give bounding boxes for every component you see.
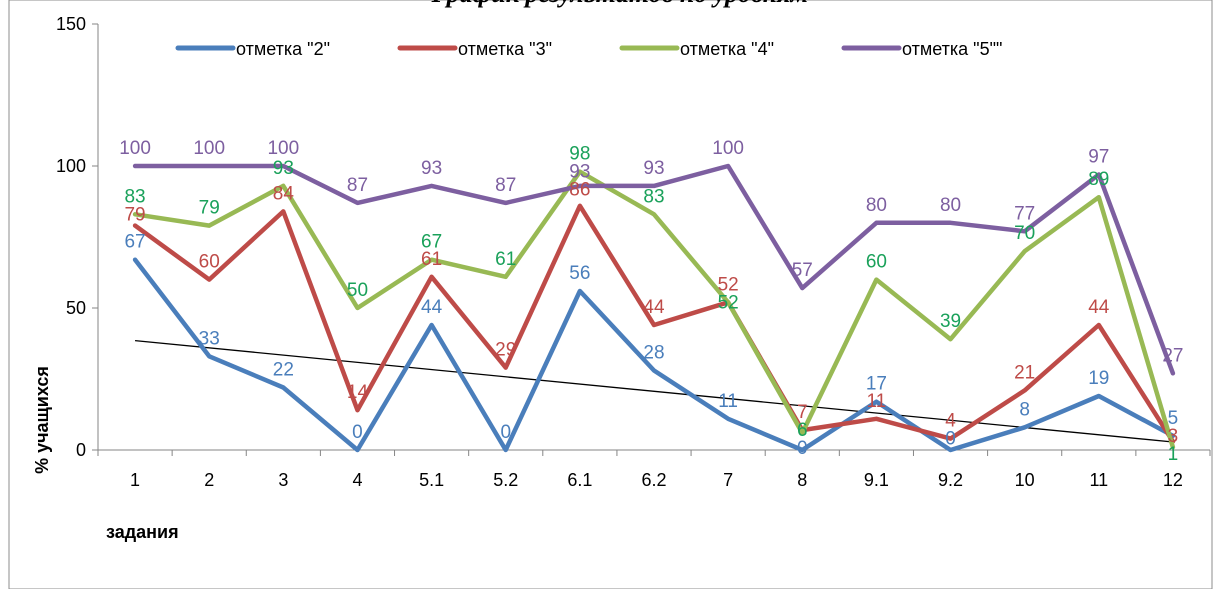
- data-label-series-2: 3: [1168, 426, 1179, 447]
- data-label-series-2: 21: [1014, 362, 1035, 383]
- data-label-series-3: 52: [718, 292, 739, 313]
- data-label-series-4: 100: [267, 138, 299, 159]
- data-label-series-4: 87: [347, 175, 368, 196]
- legend-label-4: отметка "5"": [902, 39, 1002, 59]
- data-label-series-1: 19: [1088, 368, 1109, 389]
- data-label-series-2: 61: [421, 249, 442, 270]
- data-label-series-3: 60: [866, 252, 887, 273]
- data-label-series-2: 4: [945, 411, 956, 432]
- data-label-series-4: 93: [421, 158, 442, 179]
- y-tick-label: 0: [76, 440, 86, 460]
- data-label-series-1: 33: [199, 328, 220, 349]
- series-layer: [132, 163, 1176, 453]
- series-line-1: [132, 257, 1176, 453]
- x-tick-label: 11: [1089, 470, 1108, 490]
- data-label-series-2: 29: [495, 340, 516, 361]
- data-label-series-1: 0: [945, 429, 956, 450]
- data-label-series-2: 84: [273, 183, 295, 204]
- data-label-series-3: 39: [940, 311, 961, 332]
- data-label-series-1: 11: [718, 391, 738, 412]
- data-label-series-4: 27: [1162, 345, 1183, 366]
- chart-area-border: [8, 0, 1213, 589]
- data-label-series-3: 83: [643, 186, 664, 207]
- data-label-series-3: 1: [1168, 444, 1179, 465]
- data-label-series-4: 80: [940, 195, 961, 216]
- data-label-series-4: 97: [1088, 147, 1109, 168]
- data-label-series-2: 60: [199, 252, 220, 273]
- x-tick-label: 6.2: [641, 470, 666, 490]
- data-label-series-4: 93: [643, 158, 664, 179]
- x-tick-label: 2: [204, 470, 214, 490]
- data-label-series-4: 80: [866, 195, 887, 216]
- data-label-series-1: 0: [500, 422, 511, 443]
- trendline-layer: [135, 339, 1173, 443]
- data-label-series-4: 93: [569, 162, 590, 183]
- data-label-layer: 1008379671007960331009384228750140936761…: [119, 138, 1183, 465]
- data-label-series-1: 67: [124, 232, 145, 253]
- data-label-series-1: 22: [273, 360, 294, 381]
- data-label-series-2: 44: [1088, 297, 1110, 318]
- data-label-series-3: 67: [421, 232, 442, 253]
- data-label-series-1: 8: [1019, 399, 1030, 420]
- data-label-series-2: 79: [124, 204, 145, 225]
- data-label-series-3: 50: [347, 280, 368, 301]
- data-label-series-3: 61: [495, 249, 516, 270]
- y-tick-label: 100: [56, 156, 86, 176]
- x-tick-label: 12: [1163, 470, 1183, 490]
- series-line-2: [132, 203, 1176, 444]
- data-label-series-4: 87: [495, 175, 516, 196]
- legend-label-2: отметка "3": [458, 39, 552, 59]
- y-axis-title: % учащихся: [32, 366, 52, 474]
- x-tick-label: 4: [352, 470, 362, 490]
- x-tick-label: 9.2: [938, 470, 963, 490]
- x-tick-label: 5.2: [493, 470, 518, 490]
- data-label-series-1: 5: [1168, 408, 1179, 429]
- data-label-series-3: 79: [199, 198, 220, 219]
- series-line-4: [132, 163, 1176, 376]
- data-label-series-2: 52: [718, 274, 739, 295]
- data-label-series-4: 100: [119, 138, 151, 159]
- data-label-series-1: 56: [569, 263, 590, 284]
- data-label-series-2: 86: [569, 180, 590, 201]
- data-label-series-4: 77: [1014, 203, 1035, 224]
- x-tick-label: 5.1: [419, 470, 444, 490]
- x-tick-label: 10: [1015, 470, 1035, 490]
- data-label-series-2: 11: [867, 391, 887, 412]
- data-label-series-3: 83: [124, 186, 145, 207]
- data-label-series-2: 14: [347, 382, 369, 403]
- x-tick-label: 9.1: [864, 470, 889, 490]
- trendline: [135, 339, 1173, 443]
- chart-title: График результатов по уровням: [431, 0, 809, 8]
- data-label-series-1: 0: [797, 438, 808, 459]
- y-tick-label: 150: [56, 14, 86, 34]
- data-label-series-1: 17: [866, 374, 887, 395]
- legend: отметка "2" отметка "3" отметка "4" отметка…: [175, 39, 1002, 59]
- data-label-series-3: 98: [569, 144, 590, 165]
- x-tick-label: 1: [130, 470, 140, 490]
- data-label-series-1: 0: [352, 422, 363, 443]
- x-axis: 1 2 3 4 5.1 5.2 6.1 6.2 7 8 9.1 9.2 10 11 12: [97, 449, 1211, 490]
- data-label-series-4: 100: [193, 138, 225, 159]
- x-tick-label: 7: [723, 470, 733, 490]
- y-tick-label: 50: [66, 298, 86, 318]
- data-label-series-3: 89: [1088, 169, 1109, 190]
- data-label-series-4: 100: [712, 138, 744, 159]
- data-label-series-4: 57: [792, 260, 813, 281]
- data-label-series-3: 93: [273, 158, 294, 179]
- x-tick-label: 8: [797, 470, 807, 490]
- x-tick-label: 3: [278, 470, 288, 490]
- series-line-3: [132, 169, 1176, 450]
- data-label-series-1: 28: [643, 342, 664, 363]
- data-label-series-3: 6: [797, 420, 808, 441]
- data-label-series-2: 44: [643, 297, 665, 318]
- legend-label-3: отметка "4": [680, 39, 774, 59]
- data-label-series-2: 7: [797, 402, 808, 423]
- data-label-series-3: 70: [1014, 223, 1035, 244]
- x-axis-title: задания: [106, 522, 179, 542]
- y-axis: 0 50 100 150: [56, 14, 99, 460]
- x-tick-label: 6.1: [567, 470, 592, 490]
- data-label-series-1: 44: [421, 297, 443, 318]
- legend-label-1: отметка "2": [236, 39, 330, 59]
